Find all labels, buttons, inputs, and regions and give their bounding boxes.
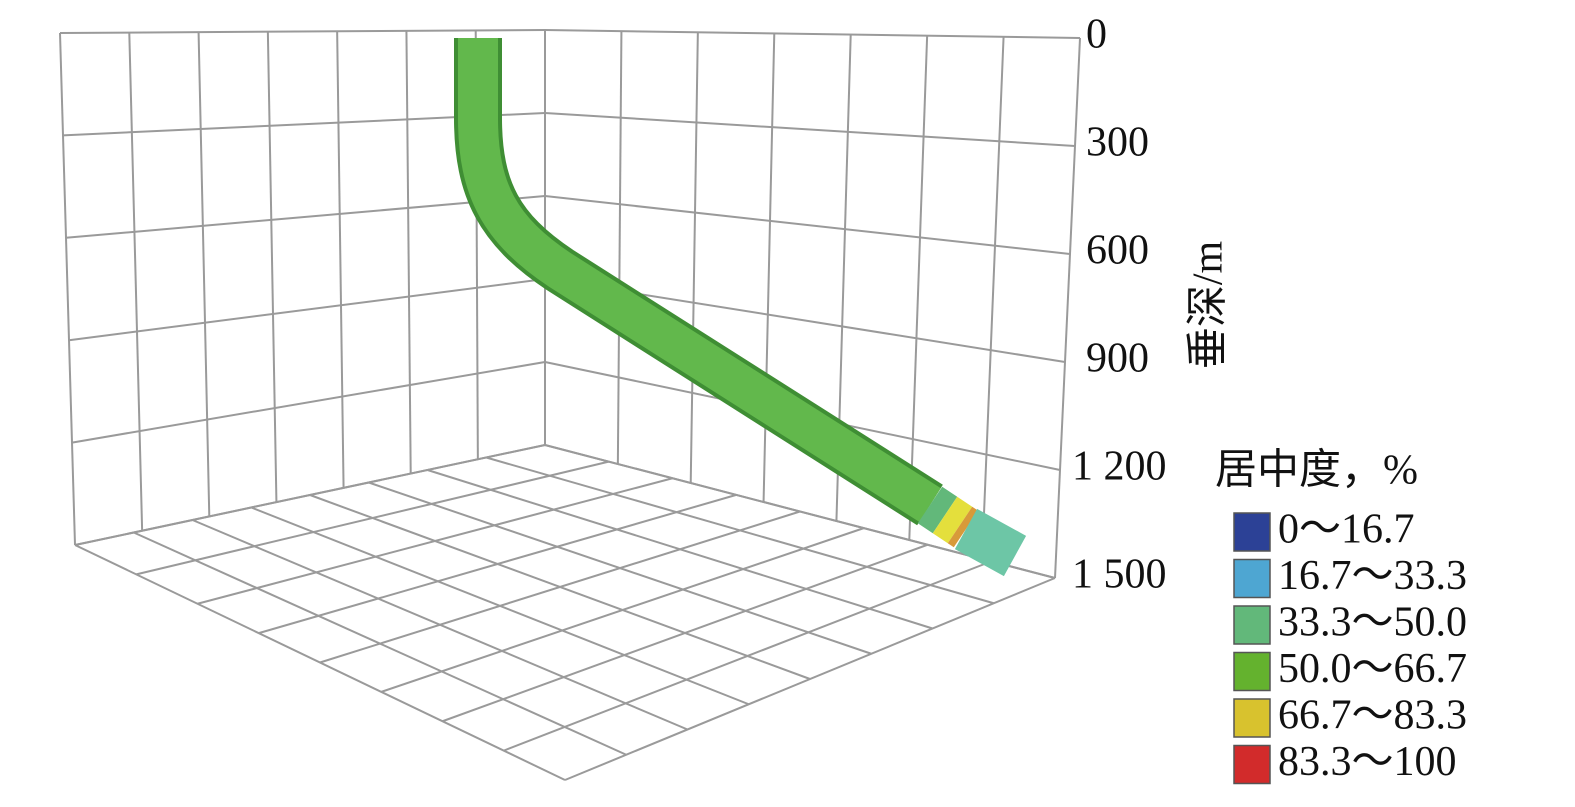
tube-segment	[954, 508, 1027, 577]
grid-line	[616, 31, 623, 465]
legend-label: 16.7～33.3	[1278, 553, 1467, 599]
tube-segment	[917, 486, 958, 534]
grid-line	[336, 31, 345, 488]
grid-line	[981, 36, 1005, 560]
tube-segment	[947, 506, 979, 548]
legend-swatch	[1233, 558, 1271, 599]
y-tick-label: 300	[1086, 120, 1149, 166]
grid-line	[128, 32, 144, 531]
legend-title: 居中度，%	[1215, 448, 1418, 494]
legend-swatch	[1233, 651, 1271, 692]
grid-line	[908, 35, 929, 541]
legend-swatch	[1233, 744, 1271, 785]
grid-line	[59, 32, 76, 546]
grid-line	[133, 531, 627, 756]
y-tick-label: 0	[1086, 12, 1107, 58]
grid-line	[250, 506, 750, 706]
tube-segment	[932, 496, 973, 544]
grid-line	[380, 527, 865, 693]
grid-line	[405, 30, 412, 474]
legend-label: 66.7～83.3	[1278, 693, 1467, 739]
legend-label: 83.3～100	[1278, 739, 1457, 785]
grid-line	[59, 29, 546, 34]
y-tick-label: 1 500	[1072, 552, 1167, 598]
grid-line	[309, 494, 811, 680]
legend-swatch	[1233, 698, 1271, 738]
grid-line	[71, 361, 546, 444]
grid-line	[1054, 37, 1081, 579]
y-tick-label: 1 200	[1072, 444, 1167, 490]
legend-swatch	[1233, 605, 1271, 645]
grid-line	[544, 195, 1071, 255]
legend-label: 50.0～66.7	[1278, 646, 1467, 692]
tube-body	[458, 38, 941, 522]
grid-line	[544, 29, 1081, 39]
grid-line	[503, 560, 992, 752]
y-axis-label: 垂深/m	[1186, 241, 1232, 370]
grid-line	[74, 544, 566, 781]
grid-line	[68, 278, 546, 342]
y-tick-label: 900	[1086, 336, 1149, 382]
grid-line	[689, 32, 699, 484]
grid-line	[192, 519, 688, 731]
grid-line	[266, 31, 278, 503]
well-tube	[454, 38, 1027, 577]
grid	[59, 29, 1081, 781]
legend-swatch	[1233, 512, 1271, 552]
grid-line	[442, 543, 928, 723]
legend-label: 0～16.7	[1278, 507, 1415, 553]
grid-line	[564, 577, 1056, 781]
grid-line	[544, 112, 1076, 147]
grid-line	[65, 195, 546, 239]
y-tick-label: 600	[1086, 228, 1149, 274]
grid-line	[197, 32, 211, 517]
legend-label: 33.3～50.0	[1278, 600, 1467, 646]
